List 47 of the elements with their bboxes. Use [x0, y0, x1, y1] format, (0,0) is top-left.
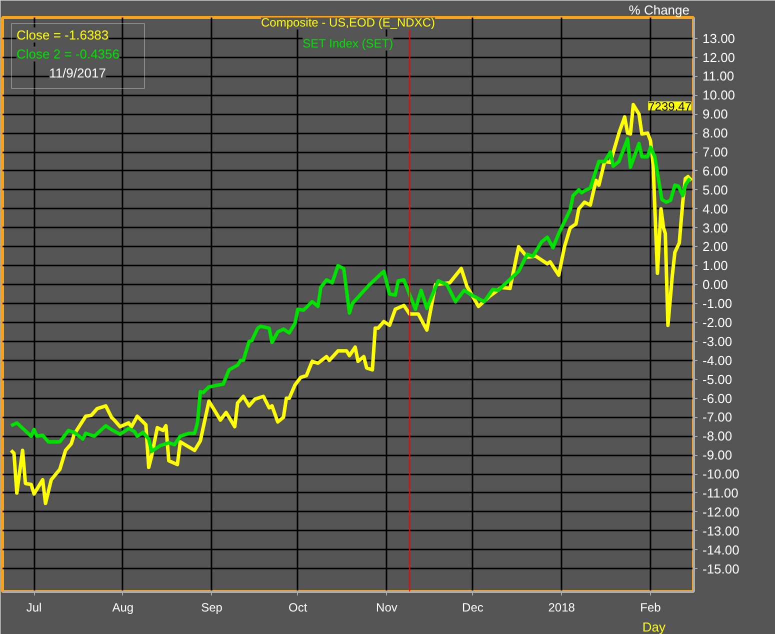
x-axis-title: Day	[642, 620, 666, 634]
y-tick-label: 4.00	[702, 201, 728, 216]
y-tick-label: 6.00	[702, 163, 728, 178]
y-tick-label: -7.00	[702, 410, 732, 425]
annotation: Close = -1.6383	[16, 28, 109, 42]
x-tick-label: 2018	[548, 600, 576, 614]
y-tick-label: 3.00	[702, 220, 728, 236]
y-tick-label: 7.00	[702, 144, 728, 160]
x-tick-label: Aug	[112, 600, 134, 614]
y-tick-label: 2.00	[702, 239, 728, 254]
y-tick-label: -5.00	[702, 372, 732, 387]
y-tick-label: -15.00	[702, 561, 740, 576]
x-tick-label: Dec	[462, 600, 484, 614]
y-tick-label: 11.00	[702, 68, 734, 84]
y-tick-label: -10.00	[702, 466, 740, 482]
y-tick-label: -12.00	[702, 504, 740, 520]
x-tick-label: Oct	[288, 600, 308, 614]
y-tick-label: -8.00	[702, 428, 732, 444]
text: Composite - US,EOD (E_NDXC)	[260, 16, 436, 30]
y-tick-label: 10.00	[702, 88, 736, 103]
y-tick-label: -11.00	[702, 485, 738, 500]
annotation: 7239.47	[648, 99, 692, 114]
annotation: 11/9/2017	[49, 66, 106, 80]
annotation: Close 2 = -0.4356	[16, 46, 120, 62]
x-tick-label: Feb	[640, 600, 662, 614]
y-tick-label: 0.00	[702, 277, 728, 292]
y-tick-label: 8.00	[702, 126, 728, 141]
y-tick-label: -3.00	[702, 334, 732, 349]
y-tick-label: 12.00	[702, 50, 736, 65]
y-tick-label: -14.00	[702, 542, 740, 558]
y-tick-label: -13.00	[702, 523, 740, 538]
y-tick-label: -4.00	[702, 352, 732, 368]
y-tick-label: 1.00	[702, 258, 728, 274]
x-tick-label: Nov	[376, 600, 398, 614]
y-tick-label: -1.00	[702, 296, 732, 312]
text: SET Index (SET)	[302, 36, 394, 50]
line-series	[9, 136, 692, 454]
x-tick-label: Jul	[26, 600, 42, 614]
y-tick-label: -9.00	[702, 448, 732, 463]
y-tick-label: -6.00	[702, 390, 732, 406]
y-tick-label: -2.00	[702, 314, 732, 330]
y-tick-label: 13.00	[702, 30, 736, 46]
x-tick-label: Sep	[201, 600, 223, 614]
y-tick-label: 5.00	[702, 182, 728, 198]
line-series	[9, 102, 694, 506]
y-tick-label: 9.00	[702, 106, 728, 122]
y-axis-title: % Change	[628, 2, 690, 18]
